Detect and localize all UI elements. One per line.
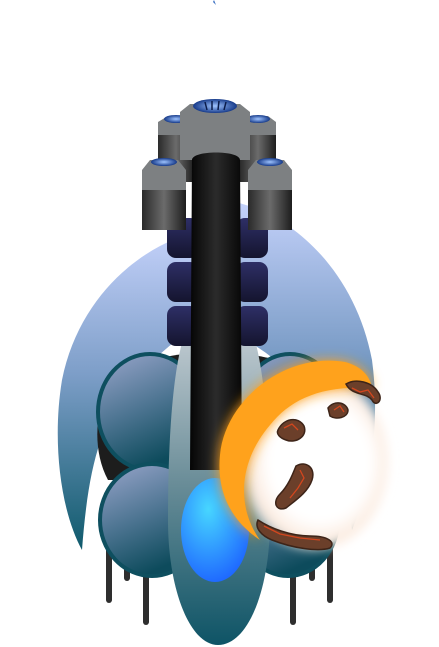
vent-icon xyxy=(193,99,237,113)
lava-spot-1 xyxy=(345,380,381,404)
armor-plate-2 xyxy=(167,262,199,302)
lava-spot-3 xyxy=(327,402,349,419)
molten-moon-orb xyxy=(219,360,388,551)
vent-icon xyxy=(151,158,177,166)
vent-icon xyxy=(246,115,270,123)
lava-spot-4 xyxy=(275,463,314,510)
armor-plate-6 xyxy=(236,306,268,346)
lava-veins xyxy=(263,387,375,541)
armor-plates xyxy=(167,218,268,346)
orange-crescent xyxy=(219,360,372,540)
lava-spot-2 xyxy=(276,418,306,442)
turret-front-left xyxy=(142,158,186,230)
turret-front-right xyxy=(248,158,292,230)
main-barrel xyxy=(190,152,242,470)
armor-plate-5 xyxy=(236,262,268,302)
turret-cluster xyxy=(142,99,292,230)
vent-icon xyxy=(257,158,283,166)
lava-spot-5 xyxy=(256,518,333,551)
left-wing xyxy=(57,230,206,550)
turret-center xyxy=(180,99,250,160)
antenna-tip xyxy=(213,0,216,5)
lava-spots xyxy=(256,380,381,551)
